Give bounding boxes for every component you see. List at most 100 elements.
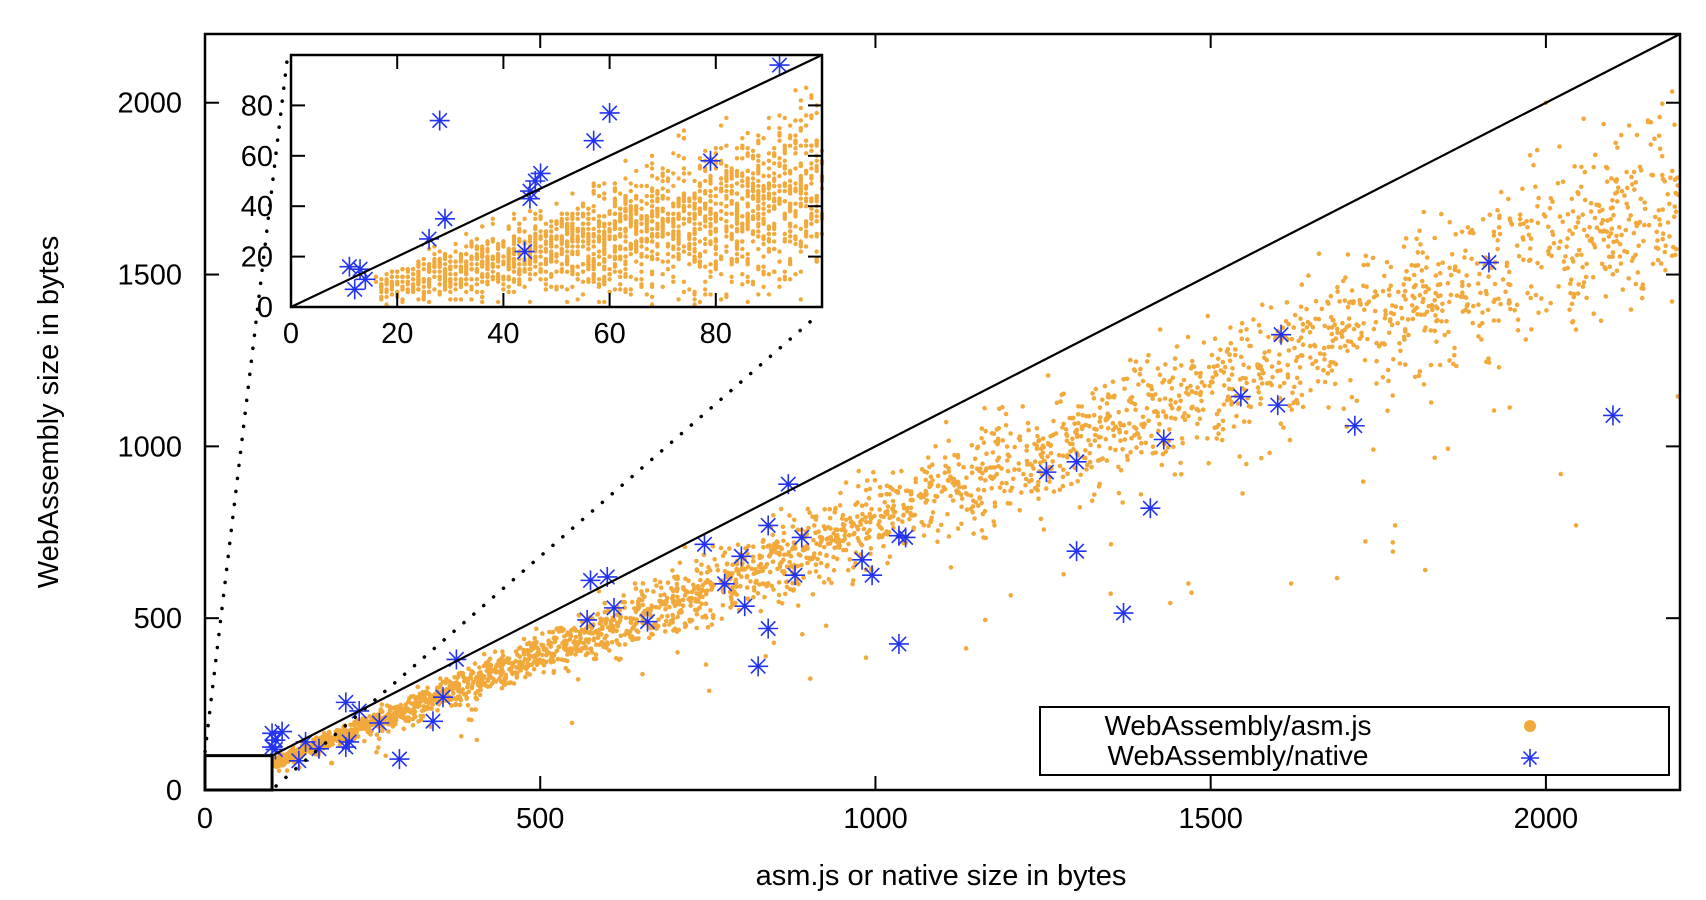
asmjs-point: [1536, 195, 1541, 201]
asmjs-point: [1245, 337, 1250, 342]
asmjs-point: [1491, 318, 1497, 323]
asmjs-point: [705, 625, 711, 630]
asmjs-point: [686, 578, 691, 584]
asmjs-point: [1165, 445, 1171, 450]
asmjs-point: [730, 571, 735, 576]
asmjs-point: [1060, 453, 1066, 459]
native-point: [1066, 541, 1087, 562]
asmjs-point: [614, 628, 619, 634]
asmjs-point: [724, 562, 730, 567]
inset-asmjs-point: [777, 156, 782, 161]
asmjs-point: [365, 728, 370, 734]
inset-asmjs-point: [761, 136, 766, 141]
asmjs-point: [1197, 416, 1203, 422]
inset-asmjs-point: [692, 193, 697, 199]
asmjs-point: [599, 631, 604, 637]
asmjs-point: [767, 543, 772, 548]
asmjs-point: [1670, 168, 1675, 174]
asmjs-point: [1599, 261, 1605, 267]
inset-asmjs-point: [602, 279, 607, 284]
inset-asmjs-point: [623, 254, 628, 259]
inset-asmjs-point: [426, 289, 432, 295]
inset-asmjs-point: [782, 236, 787, 242]
asmjs-point: [1308, 355, 1313, 360]
asmjs-point: [1277, 384, 1283, 389]
asmjs-point: [1300, 342, 1306, 348]
asmjs-point: [714, 563, 720, 568]
inset-asmjs-point: [464, 272, 469, 277]
inset-asmjs-point: [681, 166, 687, 171]
asmjs-point: [1059, 392, 1065, 398]
asmjs-point: [1433, 273, 1439, 278]
asmjs-point: [1447, 265, 1452, 271]
inset-asmjs-point: [655, 176, 660, 181]
inset-asmjs-point: [628, 204, 633, 209]
asmjs-point: [1051, 418, 1056, 424]
asmjs-point: [670, 588, 676, 594]
asmjs-point: [1070, 436, 1075, 442]
asmjs-point: [1440, 260, 1445, 266]
asmjs-point: [674, 581, 680, 587]
inset-asmjs-point: [756, 183, 761, 189]
asmjs-point: [753, 567, 758, 572]
asmjs-point: [485, 684, 491, 689]
asmjs-point: [1190, 363, 1195, 369]
inset-asmjs-point: [782, 143, 787, 148]
asmjs-point: [466, 666, 471, 672]
inset-asmjs-point: [538, 277, 543, 282]
inset-asmjs-point: [564, 221, 570, 226]
inset-asmjs-point: [511, 264, 517, 269]
inset-asmjs-point: [660, 206, 665, 211]
asmjs-point: [1097, 457, 1103, 463]
inset-asmjs-point: [750, 216, 756, 221]
asmjs-point: [1215, 363, 1220, 369]
inset-asmjs-point: [543, 221, 549, 226]
native-point: [758, 618, 779, 639]
inset-asmjs-point: [634, 246, 639, 252]
asmjs-point: [1326, 325, 1331, 331]
inset-asmjs-point: [596, 282, 602, 287]
asmjs-point: [885, 508, 890, 514]
inset-asmjs-point: [745, 181, 750, 186]
inset-asmjs-point: [618, 226, 623, 232]
asmjs-point: [1003, 411, 1009, 417]
inset-asmjs-point: [692, 302, 697, 307]
asmjs-point: [1258, 396, 1264, 401]
inset-asmjs-point: [713, 201, 718, 206]
inset-asmjs-point: [448, 289, 453, 295]
asmjs-point: [1238, 354, 1244, 360]
asmjs-point: [1343, 275, 1348, 280]
asmjs-point: [729, 597, 734, 602]
inset-asmjs-point: [745, 299, 750, 305]
asmjs-point: [1660, 236, 1665, 242]
asmjs-point: [667, 622, 672, 627]
asmjs-point: [1458, 294, 1464, 300]
asmjs-point: [657, 579, 663, 585]
asmjs-point: [1401, 293, 1407, 299]
asmjs-point: [1202, 383, 1207, 389]
asmjs-point: [979, 426, 985, 431]
asmjs-point: [502, 678, 507, 683]
inset-asmjs-point: [485, 274, 490, 279]
asmjs-point: [761, 537, 766, 543]
asmjs-point: [1231, 424, 1237, 429]
inset-asmjs-point: [469, 267, 474, 272]
asmjs-point: [1071, 446, 1076, 452]
asmjs-point: [610, 629, 616, 634]
asmjs-point: [595, 635, 601, 641]
asmjs-point: [964, 507, 970, 512]
inset-asmjs-point: [745, 130, 750, 136]
inset-asmjs-point: [554, 244, 559, 249]
asmjs-point: [1057, 463, 1063, 469]
inset-asmjs-point: [703, 148, 708, 153]
asmjs-point: [1340, 320, 1345, 326]
asmjs-point: [819, 536, 825, 541]
asmjs-point: [1608, 231, 1614, 236]
inset-asmjs-point: [511, 234, 517, 239]
inset-asmjs-point: [596, 214, 602, 219]
asmjs-point: [734, 566, 739, 572]
asmjs-point: [662, 629, 668, 634]
asmjs-point: [1533, 292, 1539, 298]
asmjs-point: [1244, 461, 1249, 467]
asmjs-point: [1351, 299, 1356, 304]
